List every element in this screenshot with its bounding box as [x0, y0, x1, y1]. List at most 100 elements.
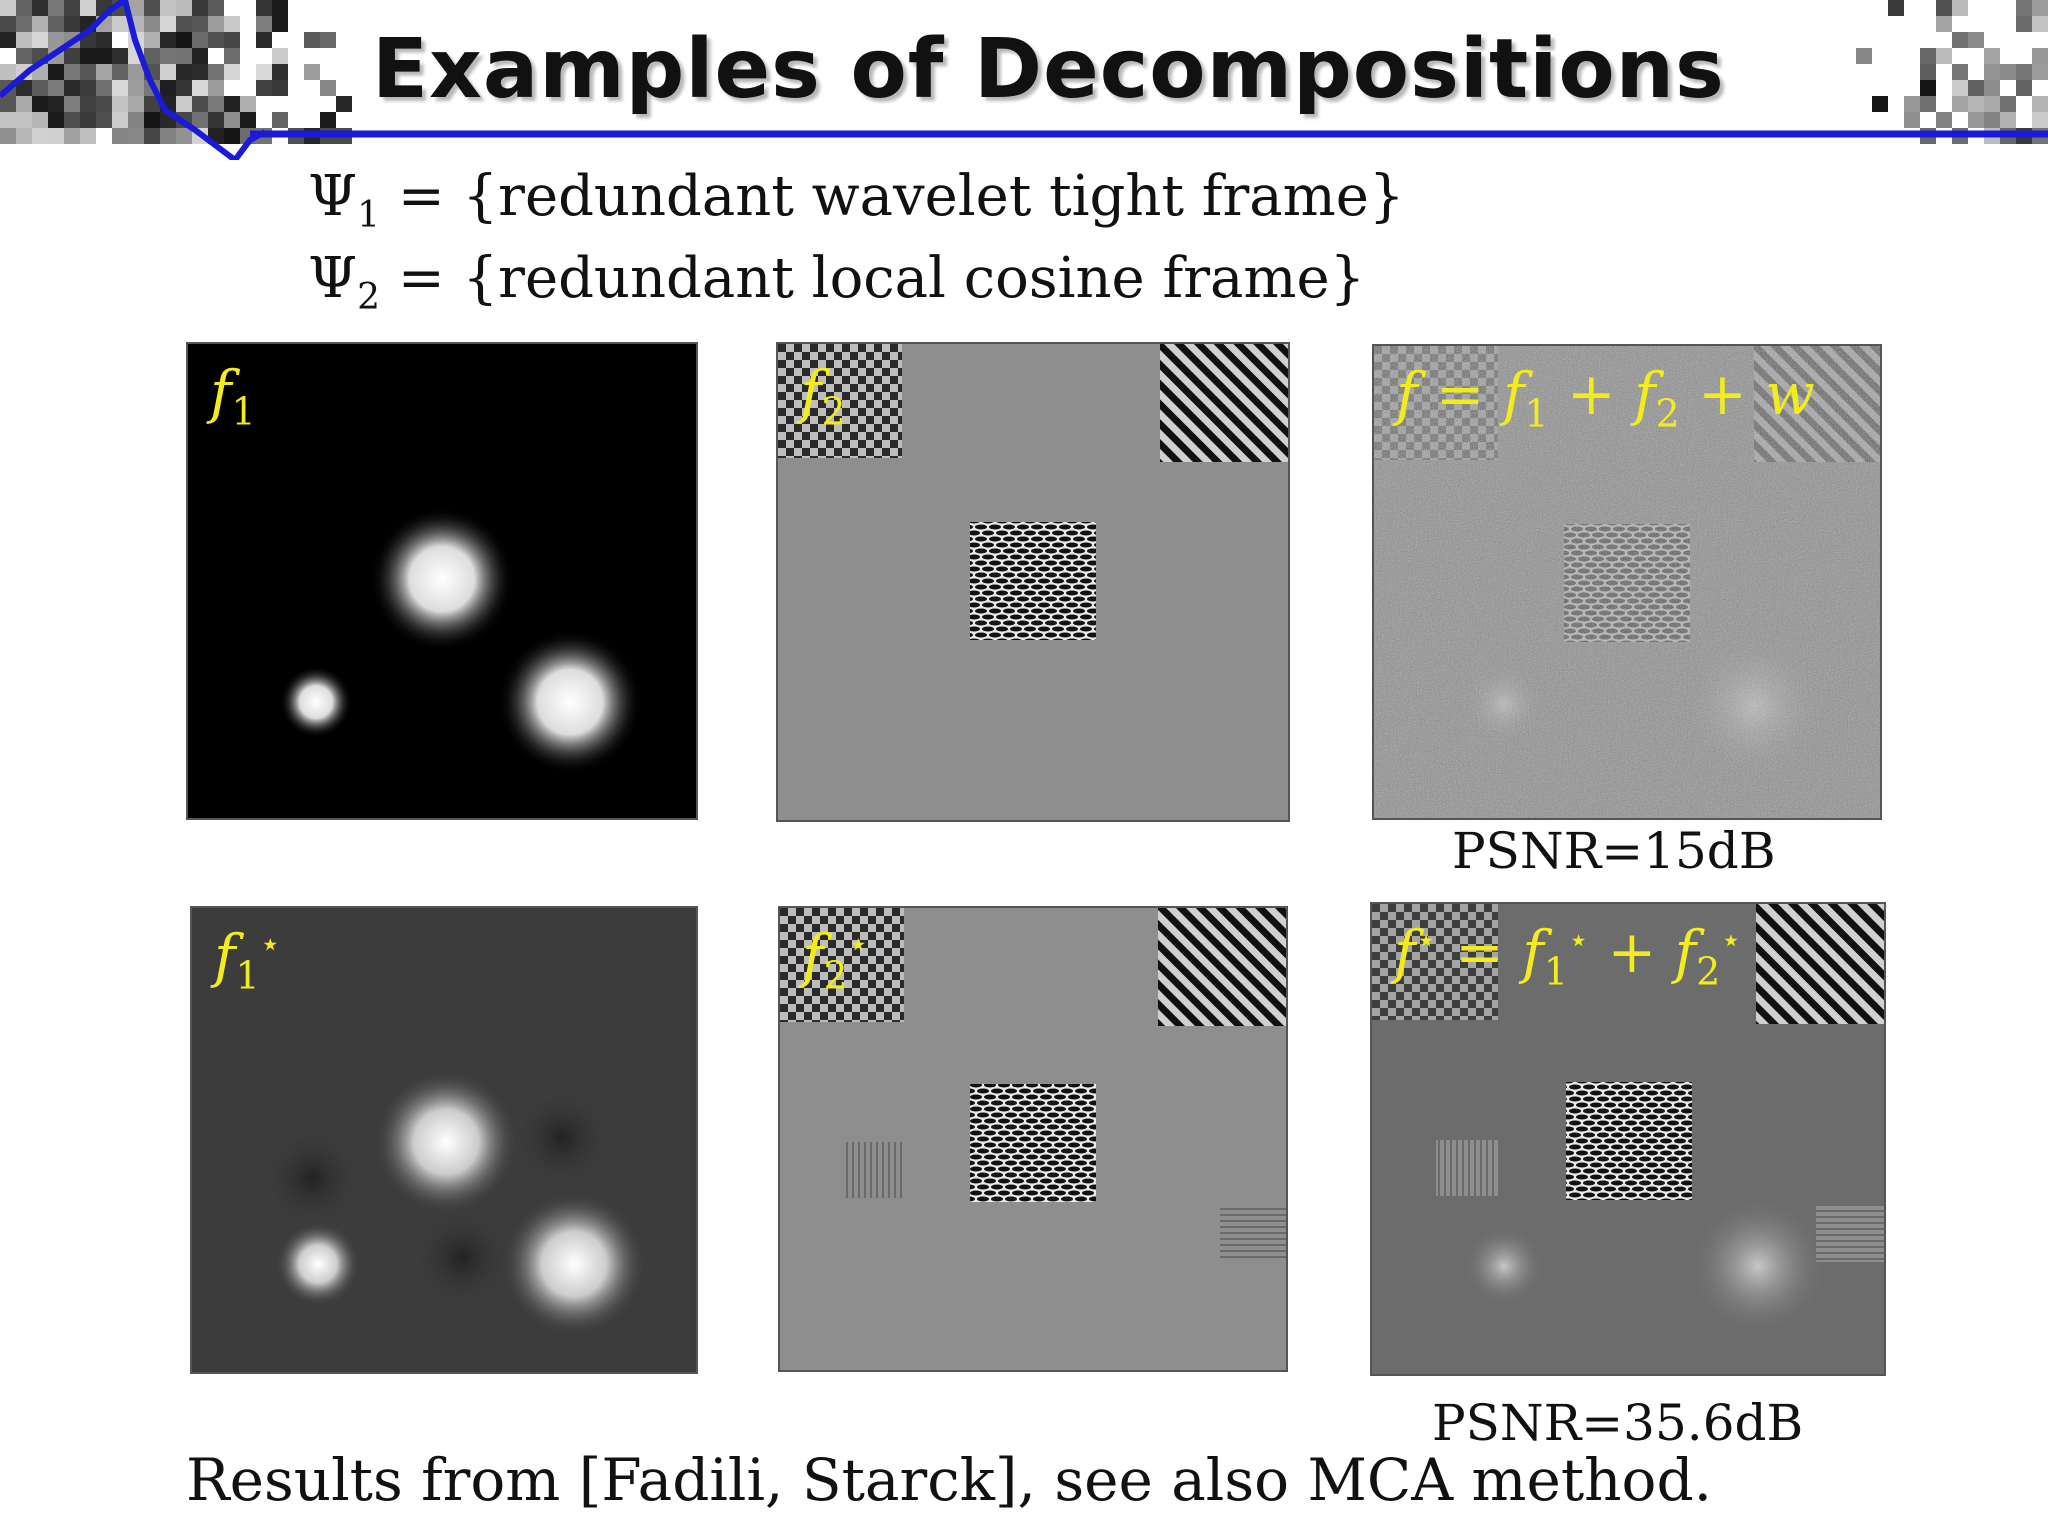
- mosaic-tile: [1968, 32, 1984, 48]
- checker-texture: [780, 908, 904, 1022]
- mosaic-tile: [144, 48, 160, 64]
- mosaic-tile: [320, 112, 336, 128]
- mosaic-tile: [192, 48, 208, 64]
- mosaic-tile: [320, 80, 336, 96]
- mosaic-tile: [2016, 80, 2032, 96]
- mosaic-tile: [96, 96, 112, 112]
- mosaic-tile: [1936, 48, 1952, 64]
- mosaic-tile: [0, 16, 16, 32]
- mosaic-tile: [16, 112, 32, 128]
- weave-texture: [970, 522, 1096, 640]
- mosaic-tile: [208, 16, 224, 32]
- image-f2-star: f2⋆: [778, 906, 1288, 1372]
- mosaic-tile: [48, 128, 64, 144]
- mosaic-tile: [1904, 112, 1920, 128]
- checker-texture: [778, 344, 902, 458]
- slide-title: Examples of Decompositions: [372, 22, 1725, 117]
- mosaic-tile: [160, 0, 176, 16]
- noise-overlay: [1374, 346, 1880, 818]
- mosaic-tile: [1984, 64, 2000, 80]
- mosaic-tile: [1920, 80, 1936, 96]
- artifact-vertical: [1436, 1140, 1498, 1196]
- noisy-mixture: [1374, 346, 1880, 818]
- mosaic-tile: [0, 0, 16, 16]
- blob-small: [276, 1222, 360, 1306]
- blob-small: [1464, 1226, 1544, 1306]
- mosaic-tile: [144, 0, 160, 16]
- mosaic-tile: [128, 128, 144, 144]
- mosaic-tile: [208, 0, 224, 16]
- mosaic-tile: [2016, 16, 2032, 32]
- mosaic-tile: [176, 64, 192, 80]
- psnr-reconstruction: PSNR=35.6dB: [1432, 1394, 1804, 1452]
- artifact-horizontal: [1816, 1204, 1884, 1262]
- blob-right: [1688, 1196, 1828, 1336]
- mosaic-tile: [0, 128, 16, 144]
- mosaic-tile: [208, 80, 224, 96]
- mosaic-tile: [32, 128, 48, 144]
- mosaic-tile: [192, 112, 208, 128]
- mosaic-tile: [272, 80, 288, 96]
- mosaic-tile: [176, 48, 192, 64]
- mosaic-tile: [48, 64, 64, 80]
- mosaic-tile: [192, 16, 208, 32]
- blob-large: [370, 507, 514, 651]
- mosaic-tile: [80, 0, 96, 16]
- header-decoration: [0, 0, 2048, 160]
- blob-large: [374, 1070, 518, 1214]
- blob-small: [280, 666, 352, 738]
- mosaic-tile: [128, 80, 144, 96]
- mosaic-tile: [160, 64, 176, 80]
- stripe-texture: [1158, 908, 1286, 1026]
- blue-wave-icon: [0, 0, 267, 160]
- mosaic-tile: [0, 64, 16, 80]
- mosaic-tile: [128, 0, 144, 16]
- mosaic-tile: [256, 32, 272, 48]
- mosaic-tile: [112, 128, 128, 144]
- label-f2-star: f2⋆: [802, 922, 869, 998]
- mosaic-tile: [32, 80, 48, 96]
- mosaic-tile: [128, 112, 144, 128]
- label-f2: f2: [800, 358, 846, 434]
- label-f1: f1: [210, 358, 256, 434]
- stripe-texture: [1756, 904, 1884, 1024]
- f1-gaussian-blobs: [280, 507, 642, 774]
- mosaic-tile: [240, 112, 256, 128]
- mosaic-tile: [96, 64, 112, 80]
- mosaic-tile: [1904, 96, 1920, 112]
- mosaic-tile: [256, 0, 272, 16]
- mosaic-tile: [144, 128, 160, 144]
- mosaic-tile: [1936, 112, 1952, 128]
- mosaic-tile: [1984, 80, 2000, 96]
- mosaic-tile: [256, 16, 272, 32]
- mosaic-tile: [48, 0, 64, 16]
- mosaic-tile: [1936, 0, 1952, 16]
- mosaic-tile: [224, 16, 240, 32]
- mosaic-tile: [64, 112, 80, 128]
- mosaic-tile: [112, 48, 128, 64]
- mosaic-tile: [96, 48, 112, 64]
- mosaic-tile: [160, 128, 176, 144]
- mosaic-tile: [1984, 48, 2000, 64]
- mosaic-tile: [80, 96, 96, 112]
- checker-texture: [1372, 904, 1498, 1020]
- left-mosaic-icon: [0, 0, 352, 144]
- mosaic-tile: [192, 0, 208, 16]
- mosaic-tile: [272, 16, 288, 32]
- blob-right: [502, 1192, 646, 1336]
- mosaic-tile: [80, 80, 96, 96]
- mosaic-tile: [272, 112, 288, 128]
- mosaic-tile: [32, 0, 48, 16]
- mosaic-tile: [2000, 96, 2016, 112]
- mosaic-tile: [160, 32, 176, 48]
- footer-caption: Results from [Fadili, Starck], see also …: [186, 1446, 1713, 1514]
- mosaic-tile: [96, 80, 112, 96]
- mosaic-tile: [16, 96, 32, 112]
- mosaic-tile: [2032, 48, 2048, 64]
- mosaic-tile: [1872, 96, 1888, 112]
- mosaic-tile: [80, 48, 96, 64]
- mosaic-tile: [2016, 64, 2032, 80]
- mosaic-tile: [112, 112, 128, 128]
- mosaic-tile: [64, 0, 80, 16]
- mosaic-tile: [256, 64, 272, 80]
